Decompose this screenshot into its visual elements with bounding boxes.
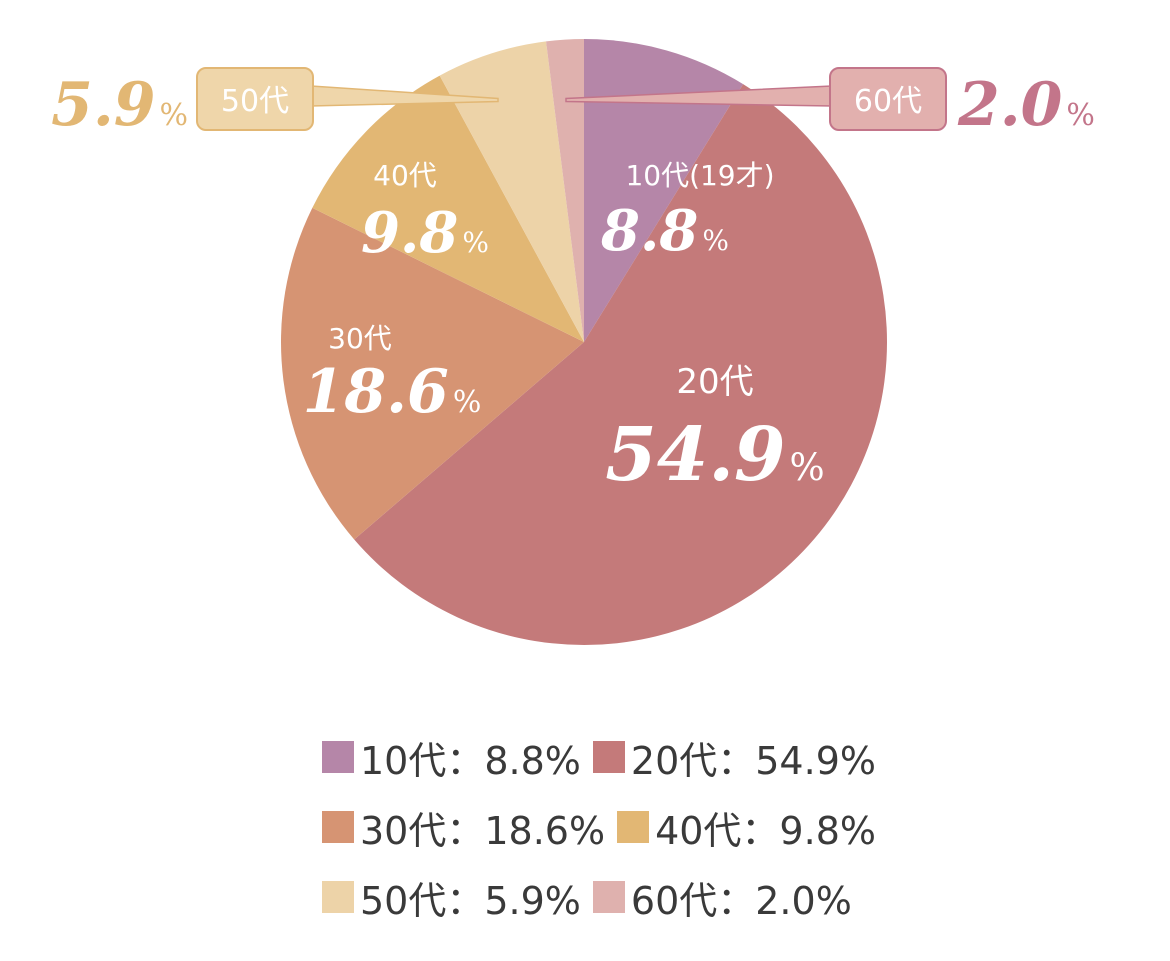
percent-sign: % — [159, 98, 188, 133]
legend-swatch — [322, 741, 354, 773]
pie-slice-10 — [584, 39, 744, 342]
percent-sign: % — [462, 226, 489, 259]
callout-label-right: 60代 — [854, 84, 922, 119]
legend-label: 20代：54.9% — [630, 738, 876, 783]
legend-item-20: 20代：54.9% — [592, 730, 876, 785]
legend-swatch — [592, 881, 625, 913]
legend-swatch — [322, 811, 354, 843]
legend-swatch — [592, 741, 625, 773]
pie-slice-40 — [312, 75, 584, 342]
percent-sign: % — [702, 224, 729, 257]
pie-slice-30 — [281, 207, 584, 540]
callout-label-left: 50代 — [221, 84, 289, 119]
percent-sign: % — [1066, 98, 1095, 133]
legend-item-60: 60代：2.0% — [592, 870, 852, 925]
callout-box-left — [196, 67, 314, 131]
pie-slice-50 — [439, 41, 584, 342]
legend-label: 10代：8.8% — [360, 738, 581, 783]
legend-item-30: 30代：18.6% — [322, 800, 605, 855]
legend-label: 50代：5.9% — [360, 878, 581, 923]
legend-row: 30代：18.6% 40代：9.8% — [322, 792, 962, 862]
callout-box-right — [829, 67, 947, 131]
legend-label: 60代：2.0% — [630, 878, 852, 923]
callout-value-right: 2.0% — [957, 70, 1095, 140]
percent-sign: % — [790, 446, 825, 489]
legend-item-50: 50代：5.9% — [322, 870, 581, 925]
legend-label: 30代：18.6% — [360, 808, 606, 853]
pie-slices — [281, 39, 888, 645]
legend-row: 50代：5.9% 60代：2.0% — [322, 862, 962, 932]
callout-value-left: 5.9% — [51, 70, 188, 140]
pie-slice-60 — [546, 39, 584, 342]
slice-label-10: 10代(19才) — [625, 159, 774, 192]
legend-item-10: 10代：8.8% — [322, 730, 581, 785]
legend-swatch — [617, 811, 650, 843]
legend-swatch — [322, 881, 354, 913]
legend-item-40: 40代：9.8% — [617, 800, 876, 855]
legend-row: 10代：8.8% 20代：54.9% — [322, 722, 962, 792]
slice-label-20: 20代 — [676, 362, 753, 402]
chart-legend: 10代：8.8% 20代：54.9% 30代：18.6% 40代：9.8% 50代：5.… — [322, 722, 962, 932]
slice-label-40: 40代 — [373, 159, 437, 192]
slice-label-30: 30代 — [328, 322, 392, 355]
legend-label: 40代：9.8% — [655, 808, 876, 853]
pie-slice-20 — [354, 84, 888, 645]
percent-sign: % — [453, 385, 482, 420]
